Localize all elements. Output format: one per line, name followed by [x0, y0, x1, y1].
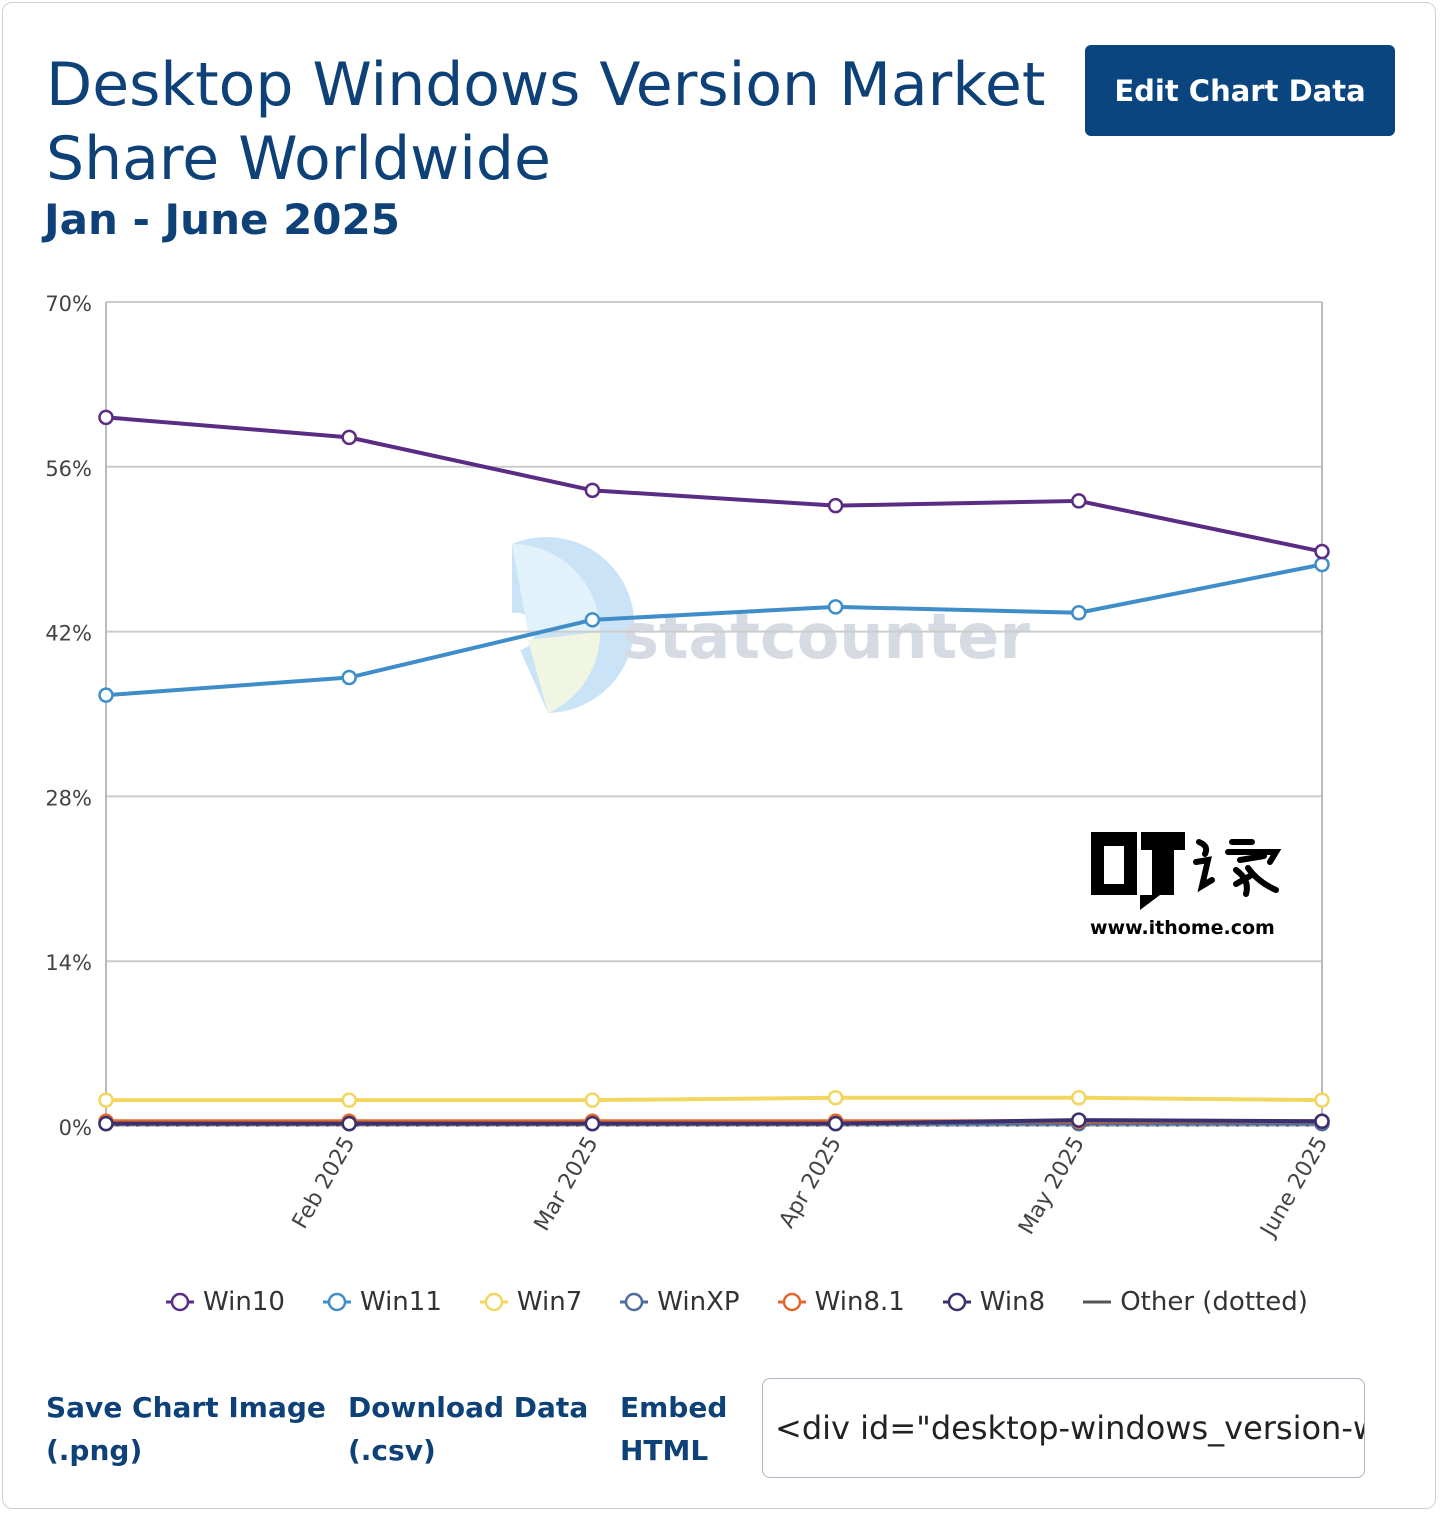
- data-point-win8[interactable]: [98, 1115, 114, 1132]
- data-point-win7[interactable]: [827, 1089, 844, 1106]
- data-point-win7[interactable]: [1314, 1092, 1330, 1108]
- line-chart: statcounter 0% 14% 28% 42% 56% 70% Feb 2025 Ma…: [45, 292, 1333, 1243]
- legend-marker-icon: [1083, 1300, 1112, 1304]
- ithome-logo-icon: [1091, 832, 1282, 910]
- data-point-win8[interactable]: [827, 1115, 844, 1132]
- data-point-win7[interactable]: [98, 1092, 114, 1108]
- ithome-watermark-url: www.ithome.com: [1090, 917, 1275, 939]
- data-point-win8[interactable]: [1071, 1112, 1087, 1128]
- legend-marker-icon: [620, 1292, 649, 1312]
- legend-marker-icon: [322, 1292, 351, 1312]
- y-axis: 0% 14% 28% 42% 56% 70%: [45, 292, 92, 1140]
- legend-marker-icon: [777, 1292, 806, 1312]
- y-tick-label: 0%: [59, 1116, 92, 1140]
- data-point-win10[interactable]: [98, 409, 114, 426]
- x-tick-label: Feb 2025: [288, 1133, 361, 1234]
- legend-label: WinXP: [657, 1287, 740, 1317]
- y-tick-label: 28%: [45, 786, 92, 810]
- data-point-win11[interactable]: [341, 669, 357, 686]
- series-line-win11: [105, 562, 1323, 698]
- download-data-line2: (.csv): [348, 1434, 436, 1467]
- x-tick-label: Apr 2025: [775, 1133, 847, 1233]
- page-title: Desktop Windows Version Market Share Wor…: [46, 50, 1046, 194]
- x-tick-label: Mar 2025: [530, 1133, 604, 1236]
- data-point-win10[interactable]: [1071, 493, 1087, 509]
- embed-html-line1: Embed: [620, 1391, 728, 1424]
- legend-label: Win10: [203, 1287, 285, 1317]
- legend-item-win8[interactable]: Win8: [942, 1287, 1045, 1317]
- data-point-win8[interactable]: [584, 1115, 601, 1132]
- chart-legend: Win10 Win11 Win7 WinXP Win8.1 Win8 Other (dott…: [165, 1282, 1345, 1322]
- data-point-win11[interactable]: [1314, 556, 1330, 573]
- legend-item-other-dotted[interactable]: Other (dotted): [1082, 1287, 1308, 1317]
- edit-chart-data-button[interactable]: Edit Chart Data: [1085, 45, 1395, 136]
- data-point-win8[interactable]: [1314, 1113, 1330, 1130]
- data-point-win10[interactable]: [341, 429, 357, 446]
- data-point-win8[interactable]: [341, 1115, 357, 1132]
- legend-label: Win11: [359, 1287, 442, 1317]
- legend-marker-icon: [166, 1292, 194, 1312]
- embed-html-line2: HTML: [620, 1434, 709, 1467]
- embed-html-label: Embed HTML: [620, 1386, 727, 1472]
- series-line-win8: [106, 1118, 1323, 1126]
- data-point-win7[interactable]: [341, 1092, 357, 1108]
- save-chart-image-line1: Save Chart Image: [46, 1391, 326, 1424]
- series-line-win10: [105, 415, 1323, 554]
- y-tick-label: 42%: [45, 622, 92, 646]
- legend-item-win7[interactable]: Win7: [479, 1287, 582, 1317]
- legend-marker-icon: [479, 1292, 508, 1312]
- download-data-link[interactable]: Download Data (.csv): [348, 1386, 588, 1472]
- y-tick-label: 70%: [45, 292, 92, 316]
- data-point-win7[interactable]: [1071, 1089, 1087, 1106]
- legend-item-win11[interactable]: Win11: [322, 1287, 442, 1317]
- download-data-line1: Download Data: [348, 1391, 589, 1424]
- data-point-win11[interactable]: [584, 612, 601, 628]
- data-point-win11[interactable]: [98, 687, 114, 703]
- data-point-win10[interactable]: [1314, 543, 1330, 560]
- page-subtitle: Jan - June 2025: [44, 195, 400, 244]
- embed-code-field[interactable]: <div id="desktop-windows_version-ww-mont…: [762, 1378, 1365, 1478]
- legend-item-win10[interactable]: Win10: [165, 1287, 285, 1317]
- legend-label: Win8.1: [814, 1287, 905, 1317]
- data-point-win10[interactable]: [827, 497, 844, 514]
- x-tick-label: May 2025: [1014, 1133, 1090, 1239]
- legend-marker-icon: [942, 1292, 971, 1312]
- save-chart-image-link[interactable]: Save Chart Image (.png): [46, 1386, 326, 1472]
- data-point-win10[interactable]: [584, 482, 601, 499]
- data-point-win11[interactable]: [1071, 605, 1087, 621]
- x-tick-label: June 2025: [1255, 1133, 1333, 1243]
- statcounter-watermark: statcounter: [622, 600, 1030, 673]
- data-point-win7[interactable]: [584, 1092, 601, 1108]
- chart-series: [98, 409, 1330, 1132]
- legend-label: Win8: [979, 1287, 1046, 1317]
- x-axis: Feb 2025 Mar 2025 Apr 2025 May 2025 June 202…: [288, 1133, 1333, 1243]
- data-point-win11[interactable]: [827, 599, 844, 615]
- series-line-win7: [106, 1095, 1323, 1103]
- legend-item-winxp[interactable]: WinXP: [619, 1287, 740, 1317]
- y-tick-label: 14%: [45, 951, 92, 975]
- save-chart-image-line2: (.png): [46, 1434, 143, 1467]
- legend-label: Win7: [516, 1287, 583, 1317]
- y-tick-label: 56%: [45, 457, 92, 481]
- chart-grid: [105, 301, 1323, 1127]
- legend-label: Other (dotted): [1120, 1287, 1308, 1317]
- legend-item-win8-1[interactable]: Win8.1: [777, 1287, 905, 1317]
